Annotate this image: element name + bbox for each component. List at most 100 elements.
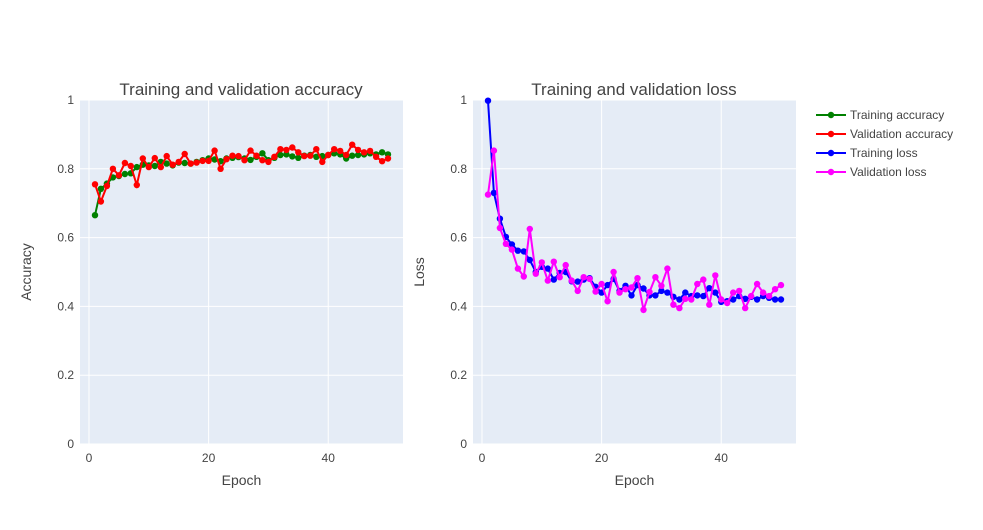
data-point xyxy=(771,296,779,303)
y-tick-label: 0.6 xyxy=(450,231,467,245)
data-point xyxy=(484,191,492,198)
data-point xyxy=(331,146,338,153)
data-point xyxy=(753,296,761,303)
data-point xyxy=(520,273,527,280)
plot-background xyxy=(80,100,403,444)
data-point xyxy=(676,304,683,312)
data-point xyxy=(145,163,152,171)
y-tick-label: 0.4 xyxy=(450,299,467,313)
data-point xyxy=(502,240,510,247)
data-point xyxy=(550,258,557,265)
x-tick-label: 0 xyxy=(479,451,486,465)
x-tick-label: 20 xyxy=(595,451,609,465)
data-point xyxy=(372,153,380,160)
data-point xyxy=(652,274,659,281)
subplot-2: 0 20 40 0 0.2 0.4 0.6 0.8 1 Training and validati… xyxy=(411,80,796,488)
data-point xyxy=(211,147,218,154)
legend: Training accuracy Validation accuracy Trai… xyxy=(816,108,953,179)
data-point xyxy=(514,265,522,272)
data-point xyxy=(295,154,302,161)
data-point xyxy=(526,225,533,233)
data-point xyxy=(337,147,344,155)
data-point xyxy=(616,289,623,296)
y-tick-label: 0.4 xyxy=(57,299,74,313)
data-point xyxy=(354,151,362,159)
data-point xyxy=(354,146,362,154)
data-point xyxy=(574,278,581,285)
data-point xyxy=(121,159,129,167)
subplot-1: 0 20 40 0 0.2 0.4 0.6 0.8 1 Training and validati… xyxy=(18,80,403,488)
data-point xyxy=(283,146,290,154)
data-point xyxy=(121,170,129,178)
series-validation-loss xyxy=(484,147,785,314)
data-point xyxy=(366,147,374,155)
data-point xyxy=(103,182,111,190)
data-point xyxy=(97,198,105,205)
data-point xyxy=(247,156,254,164)
data-point xyxy=(646,288,653,296)
y-tick-label: 0 xyxy=(67,437,74,451)
data-point xyxy=(610,268,617,276)
data-point xyxy=(187,160,194,167)
data-point xyxy=(319,158,326,166)
data-point xyxy=(544,265,551,272)
data-point xyxy=(777,296,785,303)
data-point xyxy=(622,286,629,293)
data-point xyxy=(712,289,719,296)
data-point xyxy=(384,155,392,162)
data-point xyxy=(496,224,504,232)
data-point xyxy=(771,286,779,293)
data-point xyxy=(592,288,599,295)
data-point xyxy=(658,282,665,289)
data-point xyxy=(730,296,737,303)
data-point xyxy=(378,158,386,165)
data-point xyxy=(163,160,170,167)
data-point xyxy=(634,275,641,282)
data-point xyxy=(574,287,581,295)
y-tick-label: 0.2 xyxy=(57,368,74,382)
data-point xyxy=(181,150,188,158)
data-point xyxy=(694,280,701,288)
data-point xyxy=(127,162,134,170)
data-point xyxy=(718,296,725,303)
data-point xyxy=(289,144,296,151)
data-point xyxy=(526,256,533,264)
data-point xyxy=(724,299,731,307)
data-point xyxy=(235,152,242,160)
data-point xyxy=(508,241,516,248)
data-point xyxy=(706,285,713,292)
data-point xyxy=(313,146,320,153)
y-tick-label: 0.8 xyxy=(57,162,74,176)
data-point xyxy=(151,162,158,170)
data-point xyxy=(490,147,498,154)
legend-label: Validation accuracy xyxy=(850,127,953,141)
data-point xyxy=(777,281,785,289)
data-point xyxy=(163,152,170,160)
data-point xyxy=(307,152,314,159)
chart-title: Training and validation loss xyxy=(531,80,736,99)
data-point xyxy=(265,158,272,166)
y-axis-title: Loss xyxy=(411,257,427,287)
data-point xyxy=(193,159,200,166)
data-point xyxy=(664,265,671,272)
data-point xyxy=(676,296,683,303)
data-point xyxy=(562,261,569,269)
legend-label: Training loss xyxy=(850,146,918,160)
data-point xyxy=(360,149,368,156)
data-point xyxy=(277,151,284,159)
data-point xyxy=(247,147,254,154)
y-tick-label: 1 xyxy=(460,93,467,107)
data-point xyxy=(508,246,516,253)
chart-title: Training and validation accuracy xyxy=(119,80,363,99)
data-point xyxy=(313,153,320,160)
legend-swatch-marker xyxy=(827,168,835,176)
data-point xyxy=(742,304,749,312)
data-point xyxy=(109,165,117,172)
data-point xyxy=(151,154,158,162)
data-point xyxy=(181,159,188,167)
y-tick-label: 0.2 xyxy=(450,368,467,382)
data-point xyxy=(586,275,593,283)
data-point xyxy=(217,165,224,172)
data-point xyxy=(544,277,551,284)
